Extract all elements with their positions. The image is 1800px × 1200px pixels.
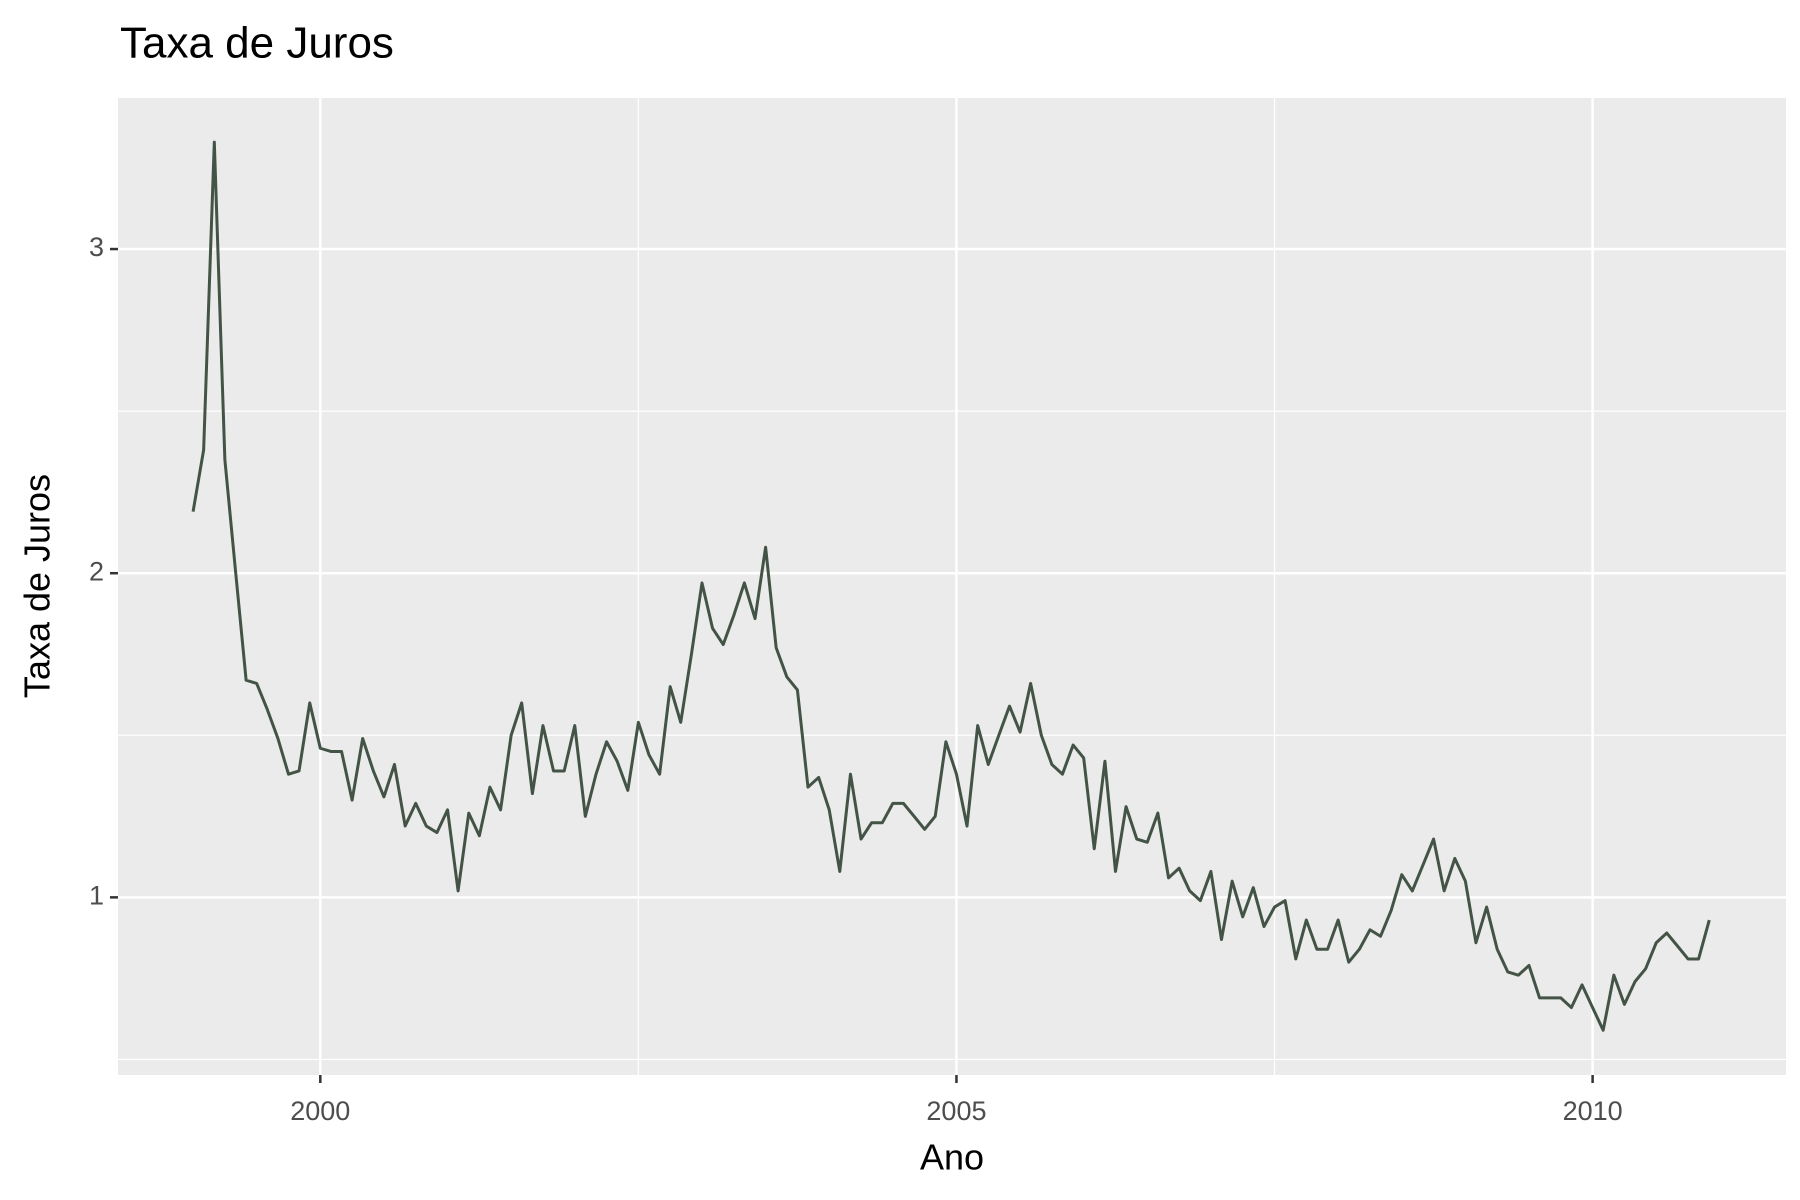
- chart-title: Taxa de Juros: [120, 19, 394, 68]
- y-tick-label: 2: [89, 556, 104, 586]
- x-tick-label: 2000: [290, 1096, 350, 1126]
- x-tick-label: 2010: [1563, 1096, 1623, 1126]
- plot-panel: [118, 98, 1786, 1075]
- data-line: [191, 140, 1711, 1032]
- x-axis-label: Ano: [920, 1137, 984, 1178]
- y-tick-label: 1: [89, 880, 104, 910]
- y-axis-label: Taxa de Juros: [17, 474, 58, 698]
- y-tick-label: 3: [89, 232, 104, 262]
- x-tick-label: 2005: [926, 1096, 986, 1126]
